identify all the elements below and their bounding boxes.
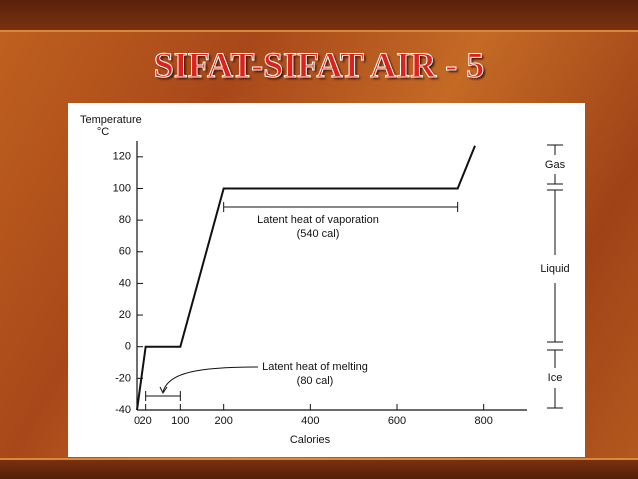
x-tick-label: 200: [214, 415, 232, 427]
y-tick-label: -20: [115, 372, 131, 384]
phase-label: Ice: [548, 372, 563, 384]
x-tick-label: 100: [171, 415, 189, 427]
annotation-arrowhead: [159, 386, 168, 394]
y-tick-label: 0: [125, 341, 131, 353]
y-tick-label: -40: [115, 404, 131, 416]
annotation: (80 cal): [297, 375, 334, 387]
chart-panel: [68, 103, 585, 457]
x-tick-label: 800: [474, 415, 492, 427]
y-tick-label: 20: [119, 309, 131, 321]
data-line: [136, 145, 476, 411]
annotation-arrow: [162, 366, 259, 393]
annotation: (540 cal): [297, 228, 340, 240]
x-tick-label: 20: [140, 415, 152, 427]
phase-label: Gas: [545, 159, 566, 171]
y-tick-label: 40: [119, 277, 131, 289]
x-tick-label: 0: [134, 415, 140, 427]
y-axis-unit: °C: [97, 126, 109, 138]
x-tick-label: 400: [301, 415, 319, 427]
y-axis-label: Temperature: [80, 114, 142, 126]
slide-title: SIFAT-SIFAT AIR - 5: [153, 45, 485, 86]
annotation: Latent heat of melting: [262, 361, 368, 373]
annotation: Latent heat of vaporation: [257, 214, 379, 226]
y-tick-label: 60: [119, 246, 131, 258]
phase-label: Liquid: [540, 263, 569, 275]
phase-brackets: [547, 144, 563, 409]
x-tick-label: 600: [388, 415, 406, 427]
top-bar: [0, 0, 638, 32]
y-tick-label: 80: [119, 214, 131, 226]
bottom-bar: [0, 458, 638, 479]
y-tick-label: 120: [113, 151, 131, 163]
y-tick-label: 100: [113, 182, 131, 194]
x-axis-label: Calories: [290, 434, 331, 446]
